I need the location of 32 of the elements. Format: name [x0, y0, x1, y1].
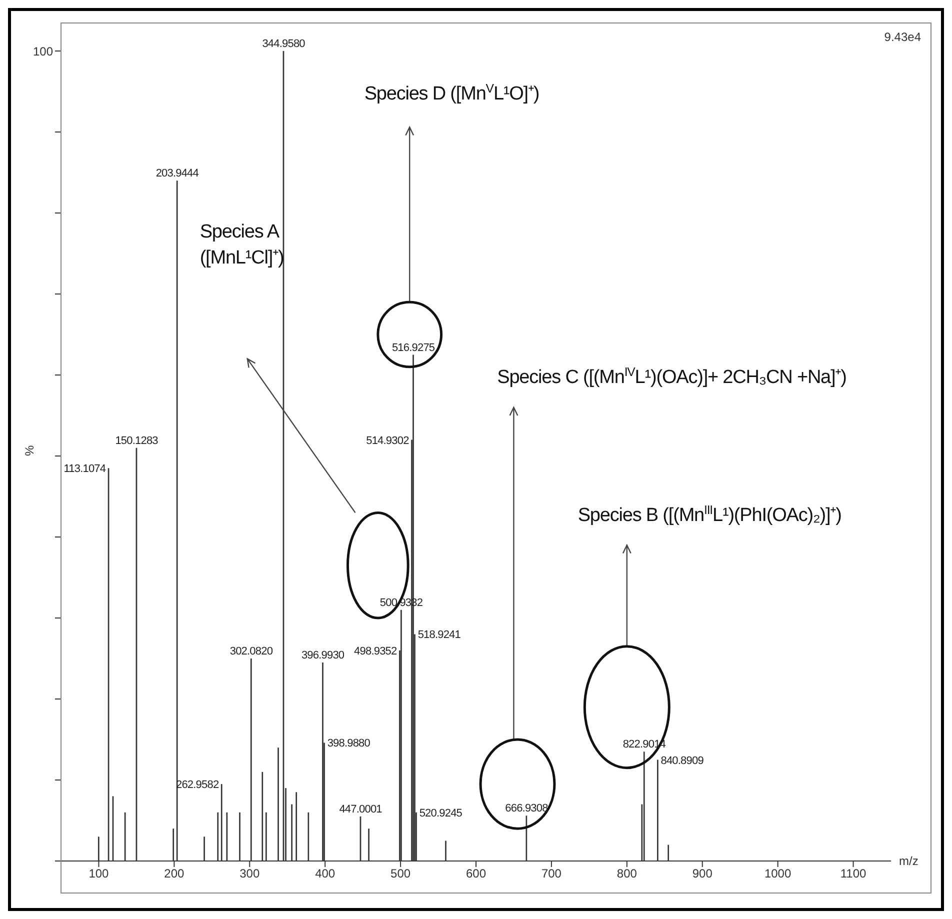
annotation: 840.8909 [660, 754, 704, 767]
text: 9.43e4 [884, 30, 922, 44]
annotation: 344.9580 [262, 38, 306, 50]
x-tick-label: 500 [390, 866, 411, 881]
annotation: 520.9245 [419, 807, 462, 820]
annotation: 666.9308 [505, 802, 548, 815]
x-tick-label: 1100 [840, 866, 866, 881]
annotation: 302.0820 [230, 646, 273, 658]
annotation: 398.9880 [327, 738, 370, 750]
annotation: 518.9241 [418, 629, 461, 642]
annotation: 150.1283 [115, 434, 158, 447]
x-tick-label: 200 [164, 866, 185, 881]
annotation: 514.9302 [366, 434, 410, 447]
annotation: Species B ([(Mn$^{III}$L¹)(PhI(OAc)₂)]⁺) [578, 502, 842, 526]
x-tick-label: 800 [616, 866, 638, 881]
x-tick-label: 700 [541, 866, 562, 881]
y-axis-title: % [22, 445, 36, 456]
x-tick-label: 600 [466, 866, 486, 881]
annotation: Species D ([Mn$^{V}$L¹O]⁺) [364, 82, 540, 105]
x-tick-label: 400 [315, 866, 336, 881]
x-tick-label: 100 [88, 866, 110, 881]
x-tick-label: 300 [240, 866, 260, 881]
annotation: Species C ([(Mn$^{IV}$L¹)(OAc)]+ 2CH₃CN +Na]⁺) [497, 365, 847, 388]
annotation: 498.9352 [354, 645, 398, 658]
annotation: 113.1074 [64, 463, 106, 476]
annotation: 447.0001 [339, 803, 382, 816]
annotation: 516.9275 [392, 342, 435, 354]
x-axis-title: m/z [899, 854, 918, 868]
annotation: 203.9444 [156, 168, 199, 180]
x-tick-label: 900 [692, 866, 713, 881]
annotation: 396.9930 [301, 650, 344, 662]
x-tick-label: 1000 [764, 866, 792, 881]
